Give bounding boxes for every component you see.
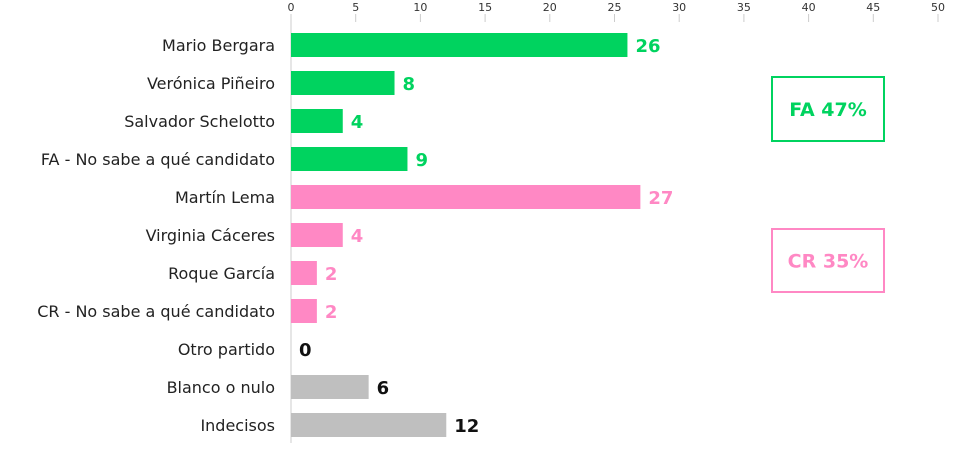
bar-row: Mario Bergara 26 bbox=[162, 33, 661, 57]
value-label: 2 bbox=[325, 302, 338, 323]
x-tick-label: 35 bbox=[737, 1, 751, 14]
x-tick-label: 50 bbox=[931, 1, 945, 14]
bar bbox=[291, 261, 317, 285]
x-tick-label: 10 bbox=[413, 1, 427, 14]
bar bbox=[291, 109, 343, 133]
category-label: Verónica Piñeiro bbox=[147, 74, 275, 93]
value-label: 2 bbox=[325, 264, 338, 285]
x-tick-label: 25 bbox=[608, 1, 622, 14]
x-tick-label: 15 bbox=[478, 1, 492, 14]
x-tick-label: 45 bbox=[866, 1, 880, 14]
category-label: FA - No sabe a qué candidato bbox=[41, 150, 275, 169]
annotations-group: FA 47% CR 35% bbox=[771, 76, 885, 293]
x-axis: 0 5 10 15 20 25 30 35 40 45 50 bbox=[288, 1, 945, 22]
bar bbox=[291, 223, 343, 247]
x-tick-label: 5 bbox=[352, 1, 359, 14]
bar-row: CR - No sabe a qué candidato 2 bbox=[37, 299, 337, 323]
bar bbox=[291, 375, 369, 399]
bar-row: Verónica Piñeiro 8 bbox=[147, 71, 415, 95]
bar bbox=[291, 299, 317, 323]
bar bbox=[291, 185, 641, 209]
bar-row: Otro partido 0 bbox=[178, 340, 312, 361]
category-label: Indecisos bbox=[200, 416, 275, 435]
x-tick-label: 40 bbox=[802, 1, 816, 14]
category-label: Mario Bergara bbox=[162, 36, 275, 55]
bar-row: Salvador Schelotto 4 bbox=[124, 109, 363, 133]
bar-row: Virginia Cáceres 4 bbox=[146, 223, 364, 247]
bar-row: FA - No sabe a qué candidato 9 bbox=[41, 147, 428, 171]
value-label: 0 bbox=[299, 340, 312, 361]
bar-row: Martín Lema 27 bbox=[175, 185, 673, 209]
bar bbox=[291, 71, 395, 95]
annotation-border bbox=[771, 228, 885, 293]
bar bbox=[291, 147, 408, 171]
value-label: 26 bbox=[635, 36, 660, 57]
bar-row: Blanco o nulo 6 bbox=[167, 375, 390, 399]
value-label: 12 bbox=[454, 416, 479, 437]
x-tick-label: 0 bbox=[288, 1, 295, 14]
category-label: Blanco o nulo bbox=[167, 378, 275, 397]
bar-row: Indecisos 12 bbox=[200, 413, 479, 437]
value-label: 6 bbox=[377, 378, 390, 399]
value-label: 8 bbox=[403, 74, 416, 95]
annotation-label: CR 35% bbox=[788, 251, 869, 273]
x-tick-label: 30 bbox=[672, 1, 686, 14]
category-label: Martín Lema bbox=[175, 188, 275, 207]
annotation-label: FA 47% bbox=[789, 99, 867, 121]
x-tick-label: 20 bbox=[543, 1, 557, 14]
annotation-border bbox=[771, 76, 885, 142]
value-label: 4 bbox=[351, 112, 364, 133]
share-annotation-box: FA 47% bbox=[771, 76, 885, 142]
value-label: 4 bbox=[351, 226, 364, 247]
bar bbox=[291, 413, 447, 437]
bar-row: Roque García 2 bbox=[168, 261, 337, 285]
bar bbox=[291, 33, 628, 57]
value-label: 9 bbox=[415, 150, 428, 171]
value-label: 27 bbox=[648, 188, 673, 209]
share-annotation-box: CR 35% bbox=[771, 228, 885, 293]
category-label: Otro partido bbox=[178, 340, 275, 359]
category-label: CR - No sabe a qué candidato bbox=[37, 302, 275, 321]
category-label: Virginia Cáceres bbox=[146, 226, 275, 245]
category-label: Salvador Schelotto bbox=[124, 112, 275, 131]
category-label: Roque García bbox=[168, 264, 275, 283]
